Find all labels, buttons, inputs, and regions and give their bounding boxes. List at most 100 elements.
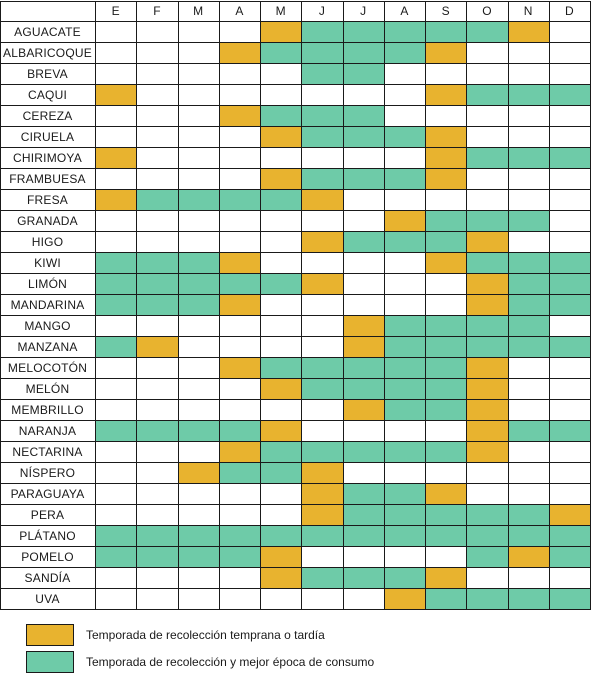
empty-cell (136, 567, 178, 588)
empty-cell (218, 126, 260, 147)
best-season-cell (342, 126, 384, 147)
empty-cell (507, 105, 549, 126)
grid-line-vertical (301, 1, 302, 610)
empty-cell (95, 63, 137, 84)
empty-cell (177, 399, 219, 420)
empty-cell (466, 63, 508, 84)
empty-cell (548, 21, 590, 42)
empty-cell (218, 168, 260, 189)
empty-cell (177, 168, 219, 189)
fruit-name: LIMÓN (27, 276, 67, 291)
fruit-name: NECTARINA (12, 444, 83, 459)
best-season-cell (507, 273, 549, 294)
empty-cell (177, 126, 219, 147)
month-header: A (235, 4, 244, 18)
best-season-cell (218, 273, 260, 294)
best-season-cell (383, 525, 425, 546)
grid-line-horizontal (0, 504, 591, 505)
best-season-cell (95, 294, 137, 315)
grid-line-horizontal (0, 357, 591, 358)
empty-cell (177, 42, 219, 63)
fruit-name: MANDARINA (10, 297, 85, 312)
empty-cell (342, 84, 384, 105)
best-season-cell (507, 588, 549, 609)
early-late-cell (260, 546, 302, 567)
fruit-name: NARANJA (18, 423, 77, 438)
early-late-cell (425, 147, 467, 168)
grid-line-horizontal (0, 63, 591, 64)
empty-cell (95, 126, 137, 147)
best-season-cell (177, 546, 219, 567)
best-season-cell (383, 483, 425, 504)
month-header: O (482, 4, 492, 18)
empty-cell (218, 63, 260, 84)
best-season-cell (95, 336, 137, 357)
best-season-cell (548, 273, 590, 294)
grid-line-horizontal (0, 609, 591, 610)
empty-cell (507, 168, 549, 189)
empty-cell (260, 399, 302, 420)
empty-cell (548, 399, 590, 420)
early-late-cell (136, 336, 178, 357)
empty-cell (136, 42, 178, 63)
best-season-cell (507, 504, 549, 525)
empty-cell (342, 462, 384, 483)
early-late-cell (342, 315, 384, 336)
best-season-cell (301, 525, 343, 546)
empty-cell (218, 399, 260, 420)
best-season-cell (466, 504, 508, 525)
grid-line-horizontal (0, 420, 591, 421)
empty-cell (466, 189, 508, 210)
empty-cell (301, 336, 343, 357)
empty-cell (425, 420, 467, 441)
grid-line-horizontal (0, 546, 591, 547)
best-season-cell (218, 420, 260, 441)
best-season-cell (383, 336, 425, 357)
empty-cell (218, 483, 260, 504)
empty-cell (136, 483, 178, 504)
best-season-cell (342, 441, 384, 462)
empty-cell (218, 378, 260, 399)
early-late-cell (301, 231, 343, 252)
best-season-cell (425, 231, 467, 252)
grid-line-horizontal (0, 315, 591, 316)
empty-cell (425, 105, 467, 126)
fruit-name: PARAGUAYA (10, 486, 85, 501)
legend-text-best: Temporada de recolección y mejor época d… (86, 655, 375, 669)
fruit-name: PERA (30, 507, 65, 522)
empty-cell (466, 126, 508, 147)
best-season-cell (342, 21, 384, 42)
grid-line-horizontal (0, 21, 591, 22)
empty-cell (548, 126, 590, 147)
early-late-cell (507, 21, 549, 42)
empty-cell (507, 42, 549, 63)
early-late-cell (342, 336, 384, 357)
empty-cell (342, 294, 384, 315)
empty-cell (136, 210, 178, 231)
grid-line-vertical (425, 1, 426, 610)
early-late-cell (425, 483, 467, 504)
empty-cell (260, 504, 302, 525)
grid-line-horizontal (0, 126, 591, 127)
grid-line-vertical (178, 1, 179, 610)
empty-cell (95, 231, 137, 252)
empty-cell (136, 147, 178, 168)
empty-cell (383, 462, 425, 483)
empty-cell (95, 42, 137, 63)
early-late-cell (95, 84, 137, 105)
fruit-name: CIRUELA (20, 129, 75, 144)
empty-cell (136, 84, 178, 105)
best-season-cell (383, 567, 425, 588)
empty-cell (342, 420, 384, 441)
empty-cell (425, 273, 467, 294)
best-season-cell (466, 21, 508, 42)
empty-cell (177, 105, 219, 126)
early-late-cell (466, 357, 508, 378)
grid-line-vertical (136, 1, 137, 610)
fruit-name: NÍSPERO (19, 465, 76, 480)
empty-cell (177, 567, 219, 588)
empty-cell (218, 588, 260, 609)
grid-line-horizontal (0, 336, 591, 337)
month-header: E (111, 4, 120, 18)
empty-cell (466, 168, 508, 189)
